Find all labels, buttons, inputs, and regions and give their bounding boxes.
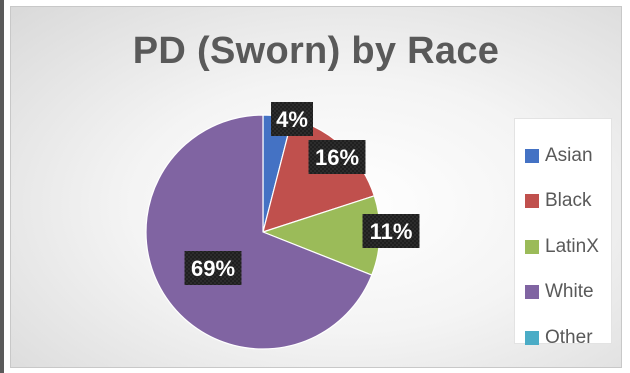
legend-label-other: Other	[545, 326, 593, 348]
data-label-box-white	[184, 251, 242, 285]
pie-slices	[145, 114, 381, 350]
legend-swatch-asian	[525, 148, 539, 163]
data-labels: 4% 16% 11% 69%	[184, 102, 420, 285]
data-label-text-white: 69%	[191, 256, 235, 281]
data-label-box-latinx	[362, 214, 420, 248]
legend-swatch-other	[525, 330, 539, 345]
data-label-box-black	[308, 140, 366, 174]
legend-swatch-latinx	[525, 239, 539, 254]
data-label-text-asian: 4%	[276, 107, 308, 132]
left-border	[0, 0, 4, 373]
chart-title: PD (Sworn) by Race	[132, 30, 500, 72]
legend-label-black: Black	[545, 190, 592, 212]
chart-legend: Asian Black LatinX White Other	[514, 118, 612, 348]
data-label-text-black: 16%	[315, 145, 359, 170]
data-label-text-latinx: 11%	[370, 219, 413, 244]
legend-item-white: White	[515, 270, 611, 316]
legend-item-latinx: LatinX	[515, 224, 611, 270]
data-label-white: 69%	[184, 251, 242, 285]
legend-swatch-white	[525, 285, 539, 300]
legend-label-asian: Asian	[545, 144, 593, 166]
data-label-asian: 4%	[271, 102, 313, 136]
legend-item-black: Black	[515, 179, 611, 225]
data-label-box-asian	[271, 102, 313, 136]
pie-slice-white	[145, 114, 373, 350]
legend-swatch-black	[525, 194, 539, 209]
legend-item-other: Other	[515, 315, 611, 361]
legend-label-white: White	[545, 281, 594, 303]
legend-label-latinx: LatinX	[545, 235, 599, 257]
data-label-latinx: 11%	[362, 214, 420, 248]
data-label-black: 16%	[308, 140, 366, 174]
legend-item-asian: Asian	[515, 133, 611, 179]
